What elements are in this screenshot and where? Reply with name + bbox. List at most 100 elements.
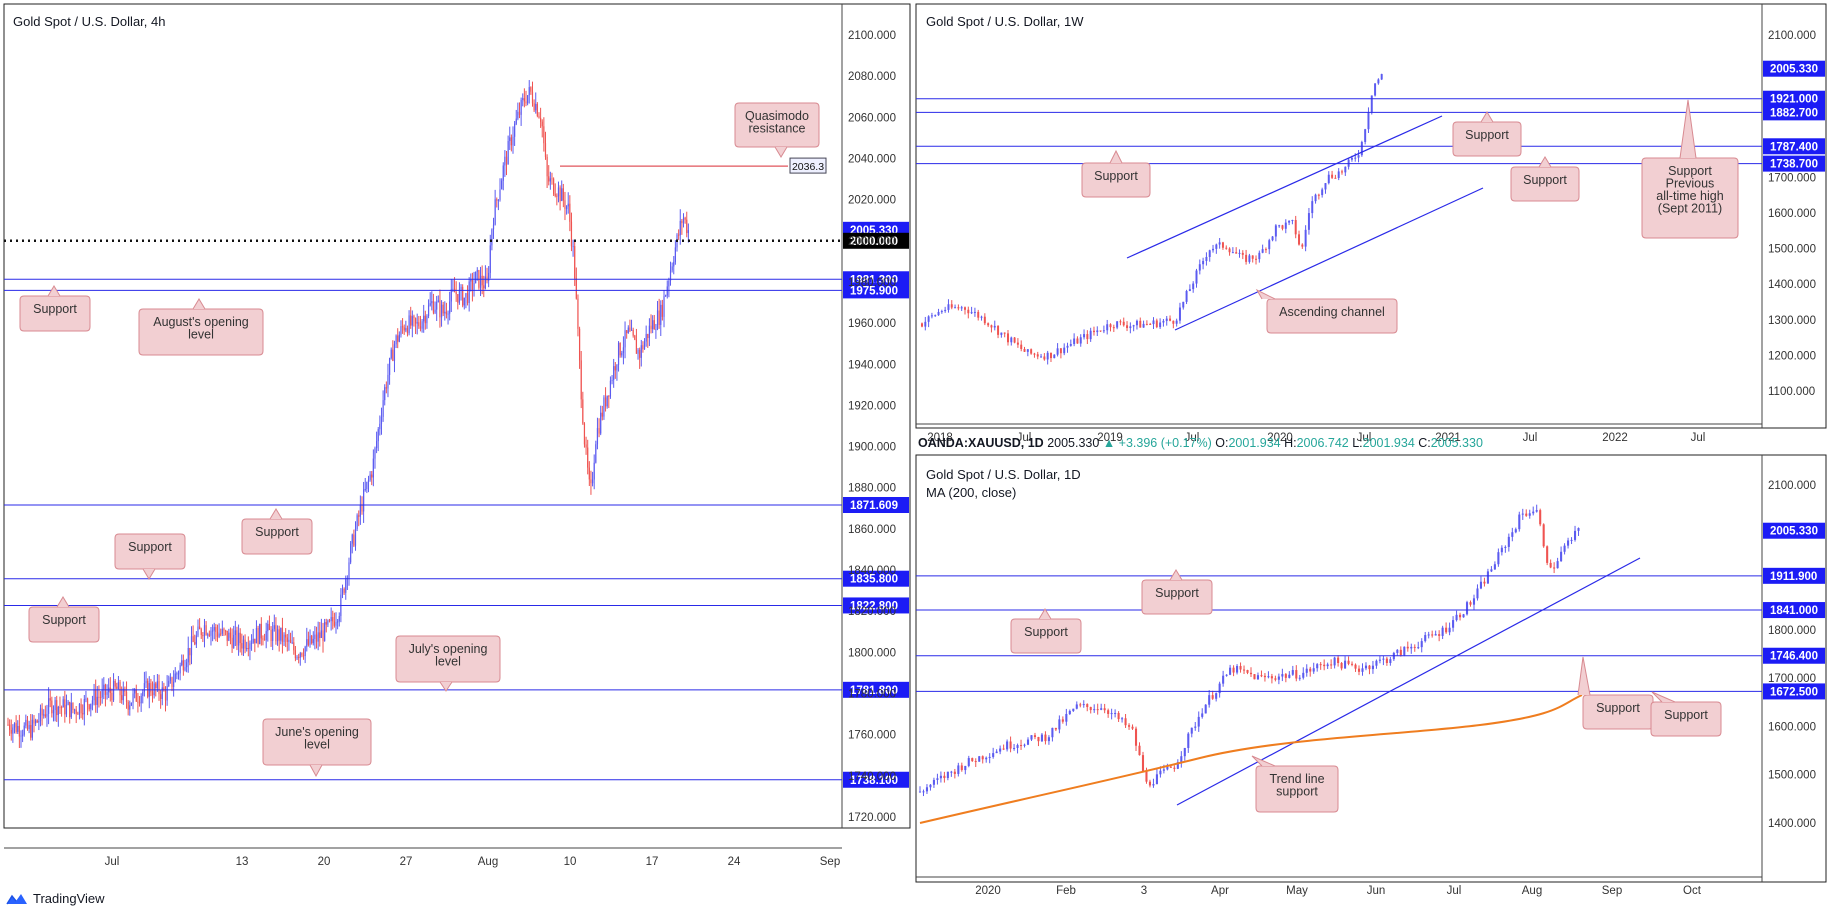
h4-candle	[70, 692, 72, 719]
h4-candle-body	[501, 180, 503, 190]
ohlc-high: 2006.742	[1296, 436, 1349, 450]
h4-candle-body	[622, 347, 625, 353]
d1-candle-body	[1006, 741, 1009, 750]
d1-last-price-box	[1763, 522, 1825, 539]
w1-candle-body	[983, 316, 986, 324]
h4-candle	[436, 295, 438, 321]
h4-candle	[359, 495, 361, 525]
h4-candle-body	[418, 322, 420, 327]
h4-candle-body	[666, 286, 668, 296]
h4-candle-body	[673, 261, 675, 267]
d1-candle	[1089, 706, 1092, 714]
h4-candle	[96, 686, 98, 713]
h4-candle	[572, 239, 574, 257]
h4-candle-body	[473, 283, 475, 290]
h4-candle	[265, 622, 267, 649]
h4-candle-body	[26, 719, 29, 729]
d1-callout-pointer	[1577, 656, 1591, 696]
h4-candle-body	[263, 639, 266, 641]
h4-candle	[634, 334, 636, 341]
h4-candle	[674, 240, 676, 265]
h4-candle	[551, 172, 553, 185]
d1-candle-body	[1058, 719, 1061, 730]
d1-candle-body	[1542, 524, 1545, 547]
w1-x-tick-label: Jul	[1357, 432, 1372, 444]
d1-candle	[1532, 506, 1535, 516]
d1-candle-body	[1148, 781, 1152, 786]
h4-candle	[150, 678, 152, 697]
d1-candle	[1225, 674, 1228, 677]
h4-candle-body	[129, 705, 131, 710]
d1-candle	[999, 745, 1002, 755]
w1-candle-body	[1215, 244, 1218, 249]
d1-candle	[967, 755, 970, 768]
d1-candle	[1274, 675, 1277, 682]
h4-candle	[671, 262, 673, 273]
w1-candle	[977, 309, 980, 321]
h4-candle-body	[30, 724, 32, 738]
w1-candle-body	[1294, 220, 1297, 235]
d1-candle-body	[1472, 598, 1476, 605]
h4-candle	[275, 617, 277, 645]
d1-candle-body	[1486, 571, 1489, 584]
d1-candle-body	[1274, 678, 1277, 680]
h4-candle	[338, 612, 340, 627]
d1-candle	[1270, 673, 1273, 684]
h4-candle	[319, 622, 321, 647]
h4-candle-body	[291, 642, 293, 644]
h4-callout-box	[114, 533, 186, 570]
d1-candle	[1410, 643, 1413, 654]
d1-candle-body	[1061, 719, 1064, 722]
w1-level-label: 1738.700	[1770, 159, 1818, 171]
h4-candle-body	[65, 704, 68, 715]
h4-y-tick-label: 1820.000	[848, 606, 896, 618]
h4-candle-body	[561, 188, 563, 202]
h4-candle	[686, 211, 688, 238]
h4-candle	[130, 702, 133, 707]
ma-indicator-label[interactable]: MA (200, close)	[926, 485, 1017, 500]
h4-candle-body	[9, 724, 11, 730]
h4-candle	[541, 119, 543, 138]
w1-candle-body	[1291, 220, 1294, 222]
h4-candle	[51, 696, 53, 718]
w1-y-tick-label: 2100.000	[1768, 30, 1816, 42]
d1-candle-body	[1030, 735, 1033, 740]
h4-candle-body	[634, 335, 636, 340]
h4-candle-body	[36, 720, 38, 723]
h4-candle-body	[99, 697, 102, 699]
w1-candle-body	[1149, 323, 1152, 325]
d1-candle	[1204, 704, 1207, 714]
h4-candle-body	[371, 474, 373, 478]
h4-candle-body	[588, 467, 590, 480]
tradingview-brand[interactable]: TradingView	[6, 891, 105, 906]
h4-candle	[613, 358, 615, 388]
d1-candle	[1347, 656, 1350, 666]
h4-candle	[645, 325, 647, 347]
d1-candle-body	[1183, 747, 1186, 757]
h4-candle	[143, 671, 145, 697]
ohlc-o-label: O:	[1215, 436, 1229, 450]
d1-candle	[1434, 630, 1437, 636]
w1-candle-body	[1370, 95, 1373, 112]
h4-candle	[64, 690, 66, 723]
h4-candle	[72, 702, 74, 714]
h4-candle	[127, 700, 129, 716]
h4-candle	[90, 703, 92, 717]
h4-candle-body	[125, 692, 128, 703]
h4-candle	[575, 267, 577, 300]
d1-candle	[1567, 537, 1570, 549]
h4-candle	[585, 436, 587, 455]
h4-candle-body	[208, 634, 210, 636]
d1-candle	[995, 749, 998, 754]
w1-candle	[1106, 319, 1109, 335]
h4-candle-body	[554, 193, 556, 196]
d1-candle-body	[1347, 660, 1350, 664]
d1-candle-body	[1382, 658, 1385, 660]
h4-candle	[17, 720, 19, 735]
d1-candle	[1295, 665, 1298, 682]
w1-candle	[960, 305, 963, 311]
h4-candle-body	[372, 458, 374, 478]
d1-candle-body	[1316, 664, 1319, 669]
d1-candle	[1180, 751, 1183, 768]
